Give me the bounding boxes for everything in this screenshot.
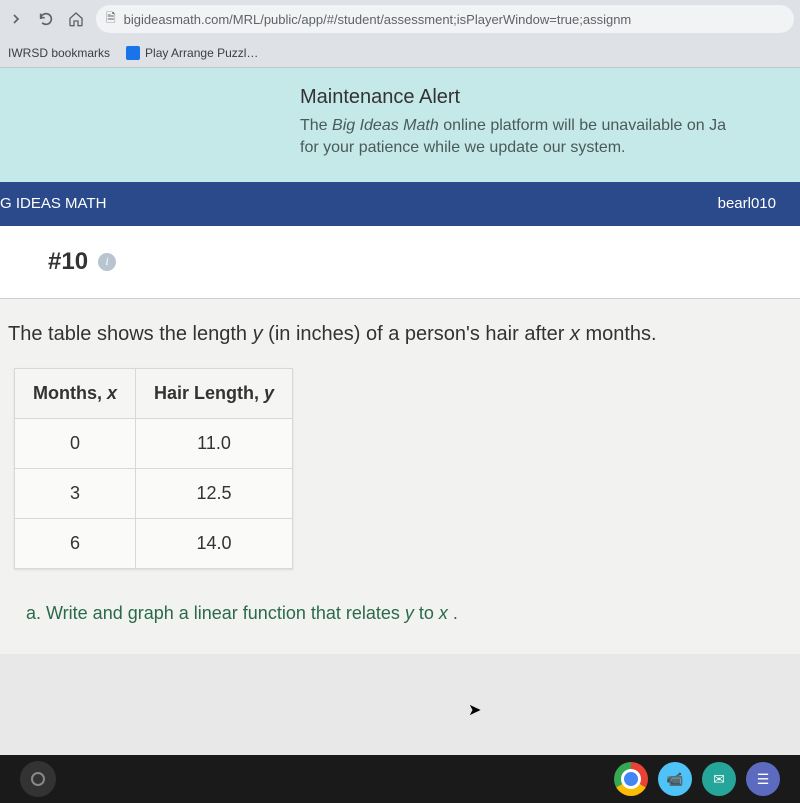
username[interactable]: bearl010 (718, 195, 776, 212)
question-number: #10 (48, 248, 88, 276)
alert-body: The Big Ideas Math online platform will … (300, 115, 800, 160)
cell-y: 12.5 (136, 468, 293, 518)
site-info-icon[interactable]: 🗎 (106, 9, 116, 30)
browser-toolbar: 🗎 bigideasmath.com/MRL/public/app/#/stud… (0, 0, 800, 38)
col-hair-length: Hair Length, y (136, 368, 293, 418)
question-prompt: The table shows the length y (in inches)… (8, 323, 784, 346)
alert-title: Maintenance Alert (300, 86, 800, 109)
shelf-tray: 📹 ✉ ☰ (614, 762, 780, 796)
table-row: 0 11.0 (15, 418, 293, 468)
question-content: The table shows the length y (in inches)… (0, 299, 800, 654)
col-months: Months, x (15, 368, 136, 418)
cell-y: 11.0 (136, 418, 293, 468)
question-number-row: #10 i (48, 248, 116, 276)
table-row: 3 12.5 (15, 468, 293, 518)
url-bar[interactable]: 🗎 bigideasmath.com/MRL/public/app/#/stud… (96, 5, 794, 33)
cell-x: 3 (15, 468, 136, 518)
tray-app-icon[interactable]: ☰ (746, 762, 780, 796)
app-title: G IDEAS MATH (0, 195, 106, 212)
app-header: G IDEAS MATH bearl010 (0, 182, 800, 226)
maintenance-alert: Maintenance Alert The Big Ideas Math onl… (0, 68, 800, 182)
launcher-button[interactable] (20, 761, 56, 797)
mouse-cursor-icon: ➤ (468, 700, 481, 720)
data-table: Months, x Hair Length, y 0 11.0 3 12.5 6… (14, 368, 293, 569)
bookmark-play-arrange[interactable]: Play Arrange Puzzl… (126, 46, 258, 60)
chrome-icon[interactable] (614, 762, 648, 796)
table-row: 6 14.0 (15, 518, 293, 568)
reload-button[interactable] (36, 9, 56, 29)
bookmark-wrsd[interactable]: IWRSD bookmarks (8, 46, 110, 60)
tray-app-icon[interactable]: 📹 (658, 762, 692, 796)
os-shelf: 📹 ✉ ☰ (0, 755, 800, 803)
cell-x: 6 (15, 518, 136, 568)
info-icon[interactable]: i (98, 253, 116, 271)
bookmark-label: Play Arrange Puzzl… (145, 46, 258, 60)
sub-question-a: a. Write and graph a linear function tha… (8, 603, 784, 624)
cell-y: 14.0 (136, 518, 293, 568)
cell-x: 0 (15, 418, 136, 468)
bookmark-label: IWRSD bookmarks (8, 46, 110, 60)
tray-app-icon[interactable]: ✉ (702, 762, 736, 796)
question-header: #10 i (0, 226, 800, 299)
forward-button[interactable] (6, 9, 26, 29)
bookmark-icon (126, 46, 140, 60)
url-text: bigideasmath.com/MRL/public/app/#/studen… (124, 12, 632, 27)
home-button[interactable] (66, 9, 86, 29)
bookmarks-bar: IWRSD bookmarks Play Arrange Puzzl… (0, 38, 800, 68)
